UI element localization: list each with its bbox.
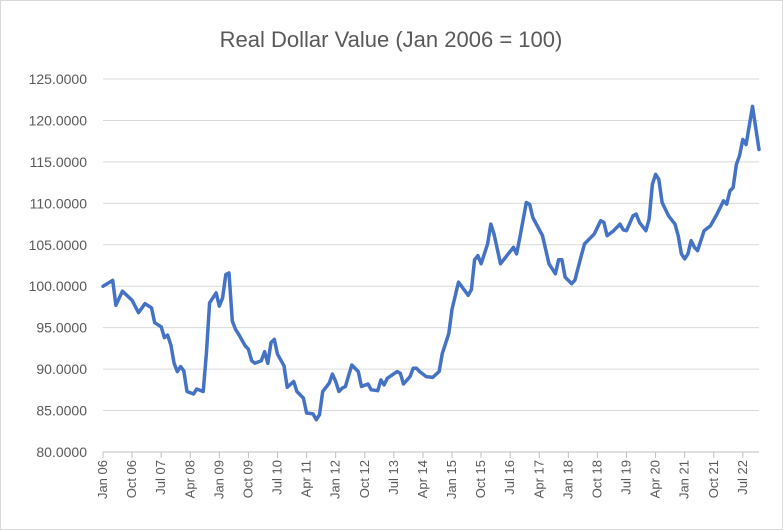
y-tick-label: 90.0000 [36, 361, 87, 377]
x-tick-label: Jan 18 [560, 460, 575, 499]
x-tick-label: Oct 18 [589, 460, 604, 498]
x-tick-label: Jul 13 [386, 460, 401, 495]
x-tick-label: Oct 09 [240, 460, 255, 498]
y-tick-label: 110.0000 [30, 195, 88, 211]
series-line-real-dollar-value [101, 104, 761, 422]
y-tick-label: 95.0000 [36, 320, 87, 336]
x-tick-label: Jan 12 [328, 460, 343, 499]
y-tick-label: 85.0000 [36, 403, 87, 419]
x-tick-label: Jul 16 [502, 460, 517, 495]
x-tick-label: Jul 22 [735, 460, 750, 495]
y-tick-label: 115.0000 [30, 154, 88, 170]
x-tick-label: Apr 14 [415, 460, 430, 498]
x-tick-label: Jan 09 [211, 460, 226, 499]
y-tick-label: 80.0000 [36, 444, 87, 460]
x-tick-label: Jan 06 [95, 460, 110, 499]
x-tick-label: Oct 15 [473, 460, 488, 498]
y-tick-label: 105.0000 [29, 237, 88, 253]
x-tick-label: Oct 06 [124, 460, 139, 498]
y-axis-labels: 80.0000 85.0000 90.0000 95.0000 100.0000 105.… [29, 71, 88, 460]
x-tick-label: Jul 07 [153, 460, 168, 495]
gridlines [102, 78, 759, 458]
x-tick-label: Apr 20 [648, 460, 663, 498]
x-tick-label: Apr 11 [299, 460, 314, 497]
x-tick-label: Jul 19 [619, 460, 634, 495]
x-axis-labels: Jan 06 Oct 06 Jul 07 Apr 08 Jan 09 Oct 09 Jul … [95, 460, 750, 499]
x-tick-label: Jan 21 [677, 460, 692, 499]
x-tick-label: Apr 08 [182, 460, 197, 498]
chart-title: Real Dollar Value (Jan 2006 = 100) [220, 27, 563, 52]
x-tick-label: Oct 21 [706, 460, 721, 498]
x-tick-label: Apr 17 [531, 460, 546, 498]
y-tick-label: 125.0000 [29, 71, 88, 87]
y-tick-label: 100.0000 [29, 278, 88, 294]
series-lines [101, 104, 761, 422]
x-tick-label: Oct 12 [357, 460, 372, 498]
x-tick-label: Jul 10 [270, 460, 285, 495]
x-tick-label: Jan 15 [444, 460, 459, 499]
y-tick-label: 120.0000 [29, 112, 88, 128]
